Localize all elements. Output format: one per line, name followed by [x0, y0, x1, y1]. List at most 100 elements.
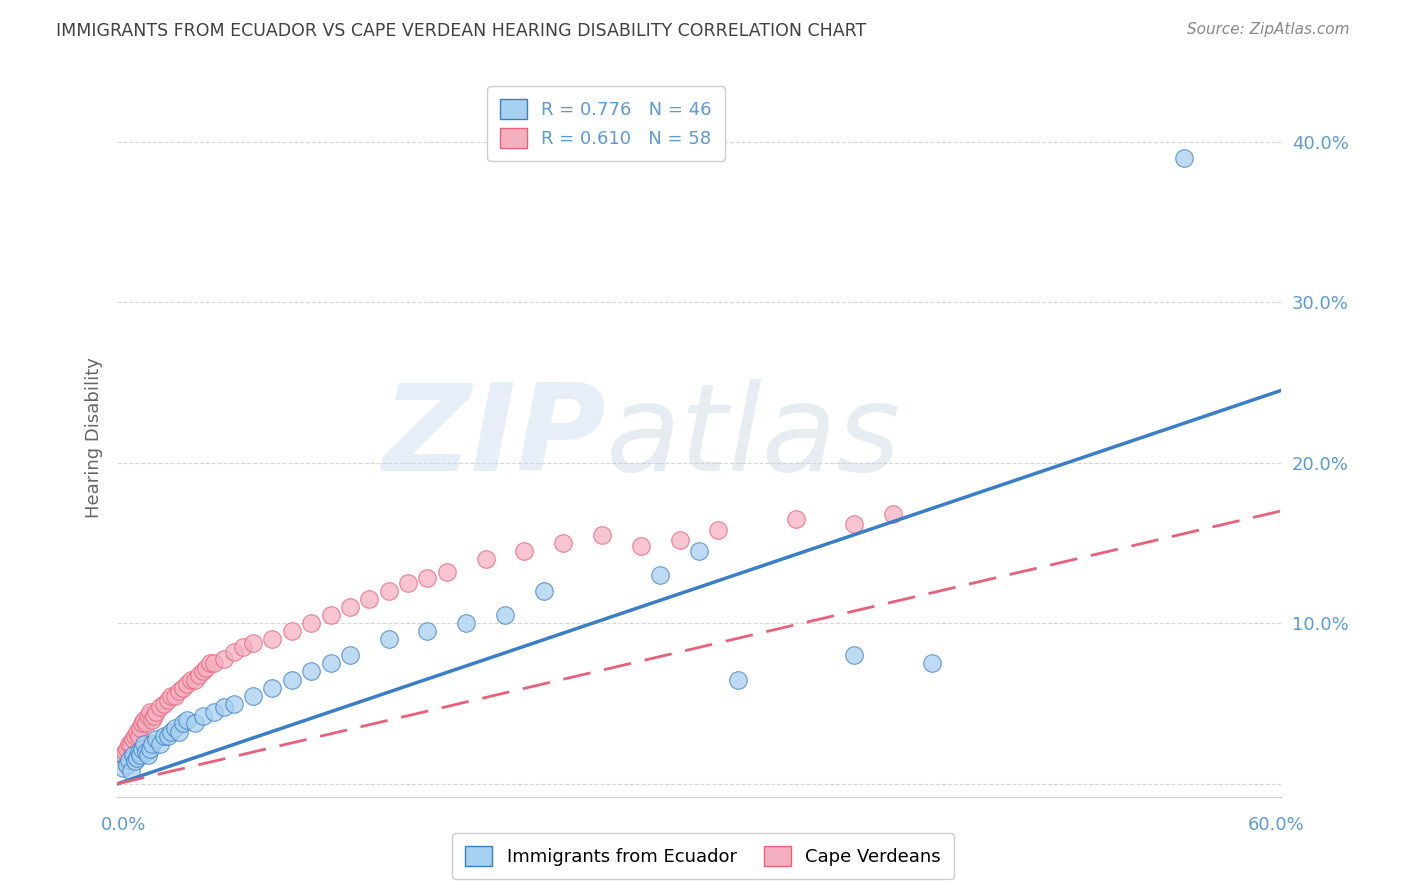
- Point: [114, 745, 136, 759]
- Point: [120, 737, 142, 751]
- Text: atlas: atlas: [606, 378, 901, 496]
- Text: ZIP: ZIP: [382, 378, 606, 496]
- Point: [299, 616, 322, 631]
- Point: [262, 681, 284, 695]
- Text: IMMIGRANTS FROM ECUADOR VS CAPE VERDEAN HEARING DISABILITY CORRELATION CHART: IMMIGRANTS FROM ECUADOR VS CAPE VERDEAN …: [56, 22, 866, 40]
- Point: [145, 731, 167, 746]
- Point: [359, 592, 381, 607]
- Point: [165, 721, 187, 735]
- Point: [456, 616, 478, 631]
- Point: [200, 657, 222, 671]
- Point: [299, 665, 322, 679]
- Point: [111, 747, 134, 762]
- Point: [172, 681, 194, 695]
- Point: [136, 747, 159, 762]
- Point: [128, 729, 150, 743]
- Point: [124, 755, 146, 769]
- Point: [396, 576, 419, 591]
- Point: [191, 709, 214, 723]
- Point: [202, 705, 225, 719]
- Point: [844, 516, 866, 531]
- Point: [167, 725, 190, 739]
- Point: [134, 713, 156, 727]
- Point: [191, 665, 214, 679]
- Point: [131, 715, 153, 730]
- Point: [124, 729, 146, 743]
- Point: [139, 705, 162, 719]
- Point: [187, 667, 209, 681]
- Point: [232, 640, 254, 655]
- Point: [319, 657, 342, 671]
- Point: [319, 608, 342, 623]
- Point: [149, 737, 172, 751]
- Point: [280, 673, 302, 687]
- Point: [184, 673, 207, 687]
- Point: [339, 600, 361, 615]
- Point: [553, 536, 575, 550]
- Point: [1173, 151, 1195, 165]
- Point: [125, 751, 148, 765]
- Point: [202, 657, 225, 671]
- Y-axis label: Hearing Disability: Hearing Disability: [86, 357, 103, 517]
- Point: [222, 645, 245, 659]
- Point: [180, 673, 202, 687]
- Point: [160, 725, 183, 739]
- Point: [143, 709, 166, 723]
- Point: [135, 745, 157, 759]
- Point: [118, 737, 141, 751]
- Point: [533, 584, 555, 599]
- Text: 60.0%: 60.0%: [1249, 816, 1305, 834]
- Point: [172, 715, 194, 730]
- Point: [135, 715, 157, 730]
- Legend: R = 0.776   N = 46, R = 0.610   N = 58: R = 0.776 N = 46, R = 0.610 N = 58: [488, 87, 724, 161]
- Point: [156, 693, 179, 707]
- Legend: Immigrants from Ecuador, Cape Verdeans: Immigrants from Ecuador, Cape Verdeans: [453, 833, 953, 879]
- Point: [128, 745, 150, 759]
- Point: [844, 648, 866, 663]
- Point: [134, 737, 156, 751]
- Point: [707, 523, 730, 537]
- Point: [727, 673, 749, 687]
- Point: [152, 729, 174, 743]
- Point: [494, 608, 516, 623]
- Point: [195, 661, 218, 675]
- Point: [139, 741, 162, 756]
- Point: [111, 761, 134, 775]
- Point: [785, 512, 807, 526]
- Point: [339, 648, 361, 663]
- Point: [152, 697, 174, 711]
- Point: [184, 715, 207, 730]
- Point: [118, 753, 141, 767]
- Point: [416, 571, 439, 585]
- Point: [242, 689, 264, 703]
- Point: [377, 632, 399, 647]
- Point: [212, 651, 235, 665]
- Point: [167, 683, 190, 698]
- Point: [630, 539, 652, 553]
- Point: [591, 528, 613, 542]
- Point: [474, 552, 496, 566]
- Point: [156, 729, 179, 743]
- Point: [212, 699, 235, 714]
- Point: [110, 753, 132, 767]
- Text: 0.0%: 0.0%: [101, 816, 146, 834]
- Point: [688, 544, 710, 558]
- Point: [141, 737, 163, 751]
- Point: [176, 677, 198, 691]
- Point: [115, 741, 138, 756]
- Point: [280, 624, 302, 639]
- Point: [882, 507, 904, 521]
- Point: [125, 725, 148, 739]
- Point: [121, 747, 143, 762]
- Point: [145, 705, 167, 719]
- Point: [131, 741, 153, 756]
- Point: [165, 689, 187, 703]
- Point: [262, 632, 284, 647]
- Point: [129, 747, 152, 762]
- Point: [160, 689, 183, 703]
- Point: [436, 565, 458, 579]
- Point: [115, 757, 138, 772]
- Point: [176, 713, 198, 727]
- Point: [136, 709, 159, 723]
- Point: [668, 533, 690, 547]
